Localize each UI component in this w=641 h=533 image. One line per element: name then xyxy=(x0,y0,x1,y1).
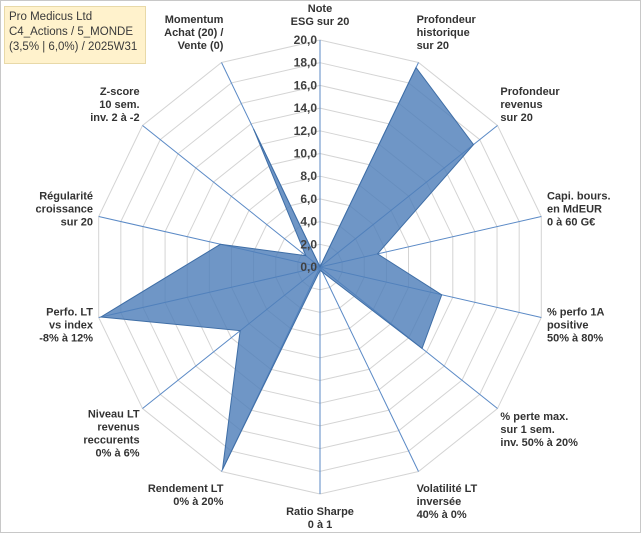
axis-label: Profondeur historique sur 20 xyxy=(417,14,477,52)
axis-label: Niveau LT revenus reccurents 0% à 6% xyxy=(83,408,140,459)
tick-label: 8,0 xyxy=(300,169,317,183)
axis-label: Perfo. LT vs index -8% à 12% xyxy=(39,306,94,344)
axis-label: Momentum Achat (20) / Vente (0) xyxy=(164,14,224,52)
axis-label: Profondeur revenus sur 20 xyxy=(500,86,560,124)
tick-label: 2,0 xyxy=(300,237,317,251)
tick-label: 18,0 xyxy=(294,56,318,70)
axis-spoke xyxy=(319,266,419,472)
radar-axis-labels: Note ESG sur 20 Profondeur historique sur 20… xyxy=(36,3,611,531)
axis-label: Rendement LT 0% à 20% xyxy=(148,483,224,508)
axis-label: Régularité croissance sur 20 xyxy=(36,191,93,229)
axis-spoke xyxy=(142,125,321,268)
radar-series xyxy=(99,66,475,470)
axis-label: % perfo 1A positive 50% à 80% xyxy=(547,306,605,344)
tick-label: 10,0 xyxy=(294,147,318,161)
axis-label: Volatilité LT inversée 40% à 0% xyxy=(417,483,478,521)
period-info: (3,5% | 6,0%) / 2025W31 xyxy=(9,41,138,53)
tick-label: 20,0 xyxy=(294,33,318,47)
axis-label: Z-score 10 sem. inv. 2 à -2 xyxy=(90,86,139,124)
tick-label: 14,0 xyxy=(294,101,318,115)
tick-label: 4,0 xyxy=(300,215,317,229)
chart-title-box: Pro Medicus Ltd C4_Actions / 5_MONDE (3,… xyxy=(4,6,146,64)
tick-label: 0,0 xyxy=(300,260,317,274)
series-area xyxy=(99,66,475,470)
axis-label: Capi. bours. en MdEUR 0 à 60 G€ xyxy=(547,191,611,229)
portfolio-category: C4_Actions / 5_MONDE xyxy=(9,26,133,38)
tick-label: 12,0 xyxy=(294,124,318,138)
axis-label: % perte max. sur 1 sem. inv. 50% à 20% xyxy=(500,411,578,449)
tick-label: 6,0 xyxy=(300,192,317,206)
axis-label: Note ESG sur 20 xyxy=(291,3,350,28)
radar-tick-labels: 0,0 2,0 4,0 6,0 8,0 10,0 12,0 14,0 16,0 18,0 20,0 xyxy=(294,33,318,274)
company-name: Pro Medicus Ltd xyxy=(9,11,93,23)
axis-label: Ratio Sharpe 0 à 1 xyxy=(286,506,354,531)
tick-label: 16,0 xyxy=(294,78,318,92)
